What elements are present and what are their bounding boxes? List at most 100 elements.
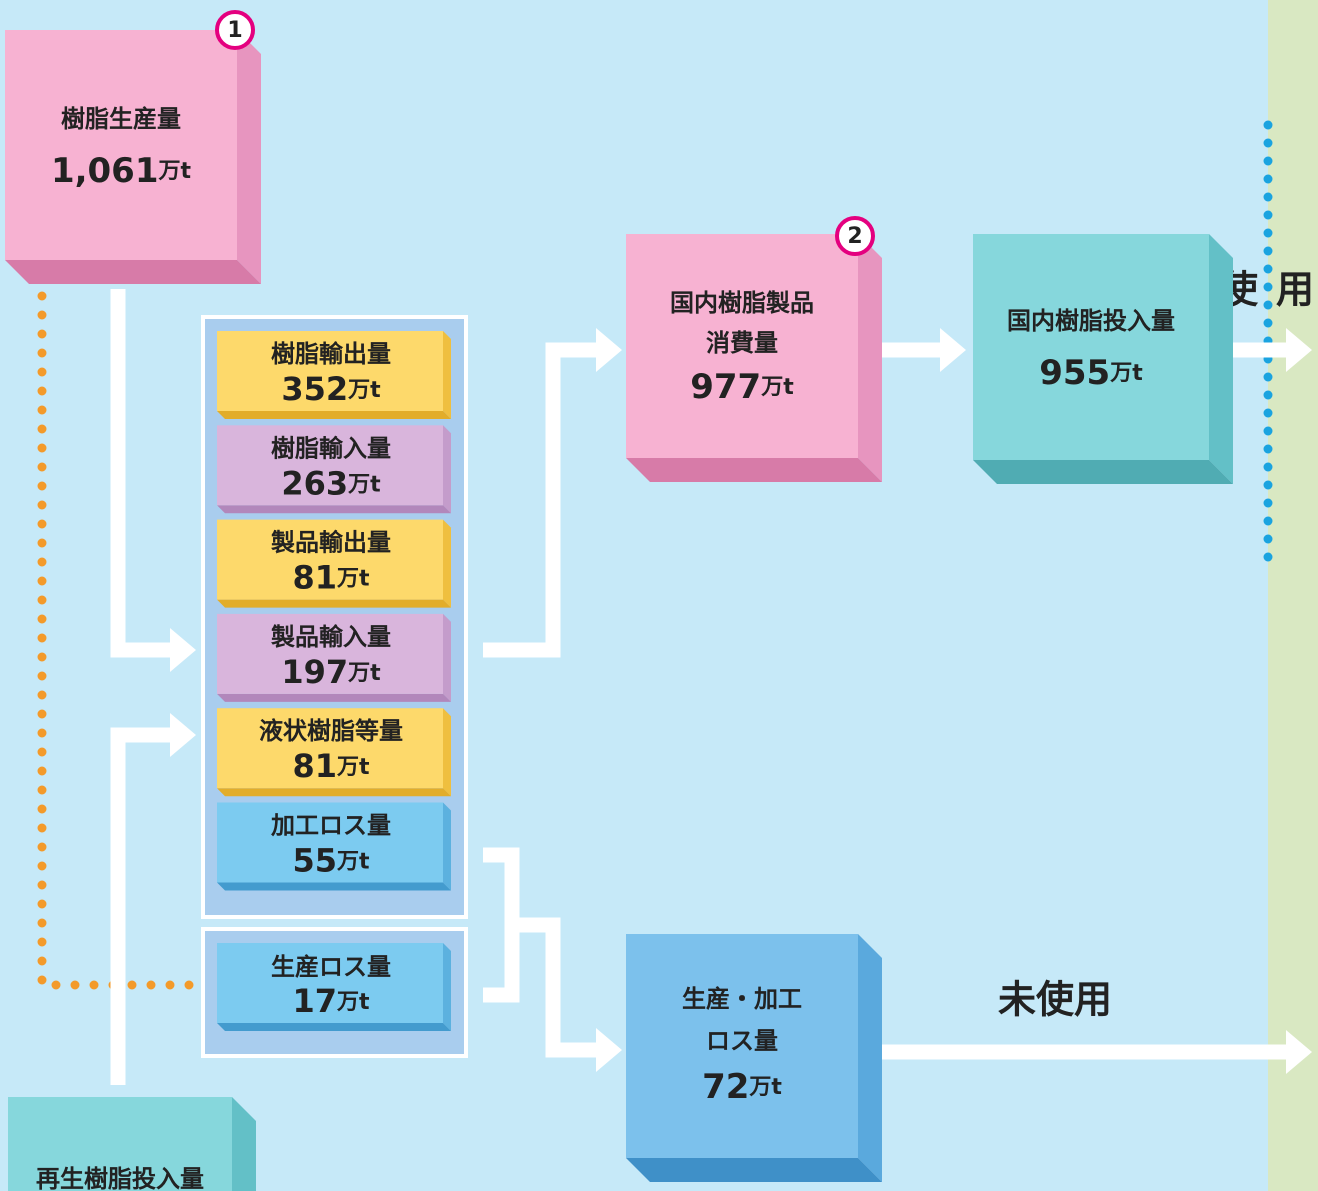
node-label: ロス量 [706,1027,778,1055]
box-bottom [626,1158,882,1182]
box-face [217,519,443,600]
box-bottom [973,460,1233,484]
value-unit: 万t [336,990,370,1015]
box-side [858,934,882,1182]
value-unit: 万t [336,755,370,780]
badge [215,10,255,50]
value-number: 1,061 [51,151,159,191]
box-bottom [217,788,451,797]
box-face [8,1097,232,1191]
arrow-head [1286,328,1312,372]
value-unit: 万t [760,375,794,400]
badge-number: 1 [227,18,242,43]
box-bottom [626,458,882,482]
box-side [443,425,451,514]
value-number: 955 [1039,353,1110,393]
value: 263万t [281,464,381,502]
box: 再生樹脂投入量 [8,1097,256,1191]
node-label: 再生樹脂投入量 [36,1165,204,1191]
box-face [217,613,443,694]
value-unit: 万t [748,1075,782,1100]
box-bottom [217,599,451,608]
box-bottom [217,505,451,514]
node-label: 国内樹脂製品 [670,289,814,317]
box-side [443,331,451,419]
value-unit: 万t [336,850,370,875]
box-bottom [217,693,451,702]
box-side [443,519,451,608]
value-unit: 万t [336,567,370,592]
arrow-head [1286,1030,1312,1074]
box-face [626,934,858,1158]
value: 197万t [281,653,381,691]
value-number: 197 [281,653,348,691]
node-label: 生産・加工 [682,985,802,1013]
arrow [483,342,598,658]
box-side [232,1097,256,1191]
value: 81万t [292,559,370,597]
value-unit: 万t [158,159,192,184]
value-unit: 万t [347,378,381,403]
box: 樹脂生産量 1,061万t [5,30,261,284]
box-side [443,802,451,891]
value: 955万t [1039,353,1143,393]
value: 977万t [690,367,794,407]
item-label: 製品輸出量 [271,529,391,557]
item-label: 生産ロス量 [271,953,391,981]
box-side [443,708,451,797]
box: 生産・加工ロス量 72万t [626,934,882,1182]
arrow-head [170,713,196,757]
badge-number: 2 [847,224,862,249]
value-number: 263 [281,464,348,502]
box-face [973,234,1209,460]
box-face [217,802,443,883]
box: 国内樹脂投入量 955万t [973,234,1233,484]
arrow [110,289,172,658]
box-face [217,425,443,506]
value: 1,061万t [51,151,192,191]
item-label: 樹脂輸出量 [271,340,391,368]
box-face [5,30,237,260]
value-number: 977 [690,367,761,407]
arrow-head [596,328,622,372]
box-bottom [217,411,451,419]
value-number: 17 [292,982,337,1020]
box-face [217,708,443,789]
box-face [626,234,858,458]
arrow [483,847,598,1058]
right-strip [1268,0,1318,1191]
used-label: 使用 [1220,268,1318,312]
unused-label: 未使用 [998,978,1112,1022]
arrow-heads [170,328,1312,1074]
arrows [110,289,1288,1085]
value-unit: 万t [1109,361,1143,386]
value-number: 352 [281,370,348,408]
node-label: 消費量 [706,329,778,357]
item-label: 製品輸入量 [271,623,391,651]
arrow [110,727,172,1085]
box-side [237,30,261,284]
box-bottom [217,882,451,891]
box-face [217,943,443,1023]
value-unit: 万t [347,661,381,686]
value-number: 81 [292,747,337,785]
box-face [217,331,443,411]
arrow-head [170,628,196,672]
box-bottom [217,1023,451,1031]
value: 352万t [281,370,381,408]
box-bottom [5,260,261,284]
value: 55万t [292,842,370,880]
node-label: 樹脂生産量 [61,105,181,133]
value: 81万t [292,747,370,785]
box-side [443,943,451,1031]
dotted-line [37,291,195,990]
value-unit: 万t [347,472,381,497]
